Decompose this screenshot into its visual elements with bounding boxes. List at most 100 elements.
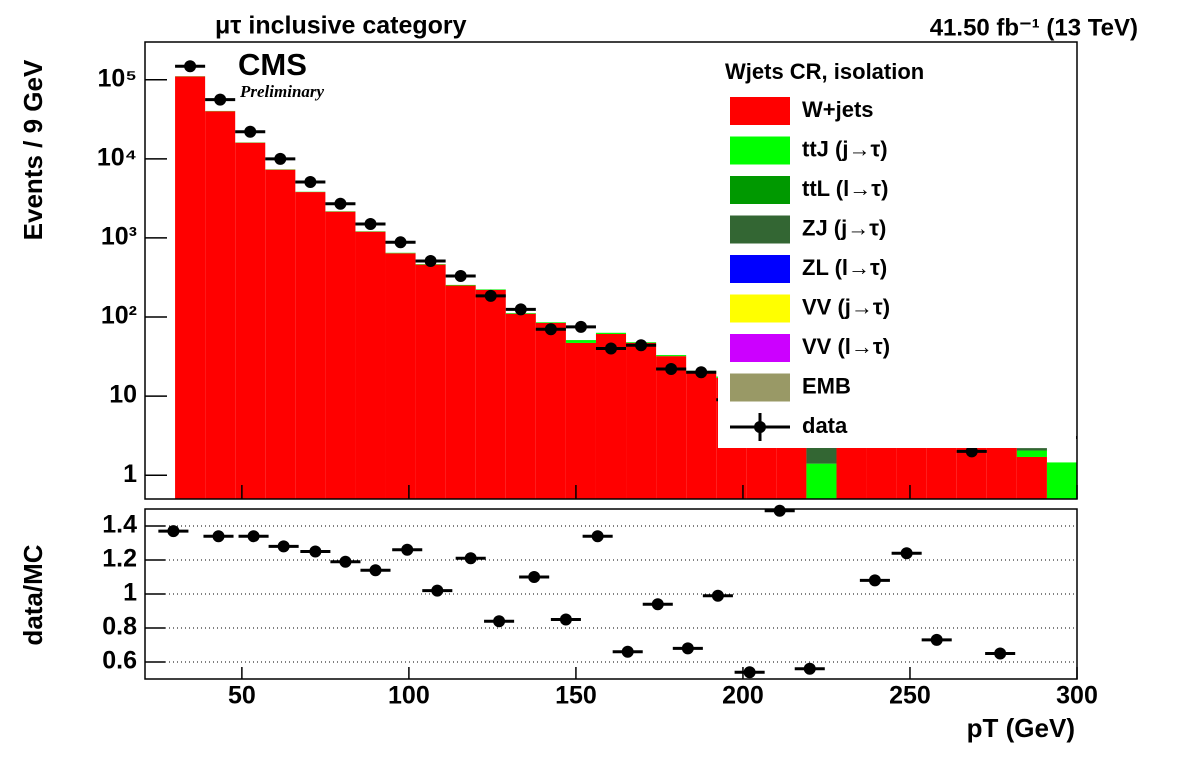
- histogram-segment: [595, 333, 627, 499]
- ratio-point: [401, 543, 414, 556]
- data-point: [184, 60, 197, 73]
- legend-swatch: [730, 373, 790, 402]
- x-tick-label: 200: [722, 682, 764, 710]
- ratio-point: [309, 545, 322, 558]
- legend-label: VV (l→τ): [802, 334, 890, 359]
- ratio-point: [621, 645, 634, 658]
- data-point: [605, 342, 617, 355]
- ratio-point: [493, 615, 506, 628]
- histogram-segment: [475, 289, 506, 499]
- ratio-point: [994, 647, 1007, 660]
- ratio-point: [431, 584, 444, 597]
- histogram-segment: [656, 355, 687, 357]
- ratio-point: [930, 633, 943, 646]
- ratio-point: [743, 666, 756, 679]
- ratio-point: [773, 504, 786, 517]
- ratio-point: [339, 555, 352, 568]
- histogram-segment: [175, 76, 206, 500]
- histogram-segment: [355, 231, 386, 499]
- legend-label: W+jets: [802, 97, 874, 122]
- legend-swatch: [730, 215, 790, 244]
- histogram-segment: [445, 285, 476, 499]
- histogram-segment: [595, 332, 627, 334]
- data-point: [454, 269, 467, 282]
- data-point: [695, 366, 708, 379]
- histogram-segment: [1016, 448, 1047, 451]
- data-point: [635, 339, 648, 352]
- legend-swatch: [730, 136, 790, 165]
- y-tick-label: 1: [123, 460, 137, 488]
- ratio-point: [651, 598, 664, 611]
- legend-swatch: [730, 334, 790, 362]
- legend-label: EMB: [802, 373, 851, 398]
- legend-swatch: [730, 255, 790, 283]
- data-point: [364, 217, 377, 230]
- x-tick-label: 250: [889, 682, 931, 710]
- histogram-segment: [235, 142, 266, 500]
- data-point: [394, 236, 407, 249]
- histogram-segment: [205, 111, 236, 499]
- histogram-segment: [415, 264, 446, 499]
- ratio-point: [212, 530, 225, 543]
- data-point: [334, 197, 347, 210]
- ratio-point: [803, 662, 816, 675]
- histogram-segment: [626, 342, 657, 499]
- data-point: [484, 289, 497, 302]
- histogram-segment: [1016, 456, 1047, 499]
- histogram-segment: [806, 463, 837, 499]
- ratio-point: [167, 525, 180, 538]
- y-tick-label: 10: [109, 381, 137, 409]
- ratio-point: [900, 547, 913, 560]
- ratio-point: [247, 530, 260, 543]
- histogram-segment: [295, 192, 326, 499]
- histogram-segment: [656, 356, 687, 499]
- y-tick-label: 0.8: [102, 613, 137, 641]
- y-tick-label: 10³: [101, 223, 137, 251]
- data-point: [665, 363, 678, 376]
- data-point: [965, 445, 978, 458]
- histogram-segment: [535, 322, 566, 323]
- legend-swatch: [730, 294, 790, 323]
- legend-title: Wjets CR, isolation: [725, 59, 924, 84]
- ratio-point: [277, 540, 290, 553]
- data-point: [214, 93, 227, 106]
- data-point: [244, 125, 257, 138]
- ratio-point: [369, 564, 382, 577]
- preliminary-label: Preliminary: [239, 82, 325, 101]
- data-point: [574, 320, 587, 333]
- legend-label: ZL (l→τ): [802, 255, 887, 280]
- ratio-y-label: data/MC: [18, 544, 48, 645]
- legend-swatch: [730, 176, 790, 204]
- histogram-segment: [1046, 462, 1077, 499]
- ratio-point: [528, 571, 541, 583]
- ratio-point: [464, 552, 477, 565]
- histogram-segment: [565, 340, 596, 343]
- histogram-segment: [325, 211, 356, 500]
- ratio-point: [591, 530, 604, 543]
- x-tick-label: 50: [228, 682, 256, 710]
- legend-label: VV (j→τ): [802, 294, 890, 319]
- legend-label: ZJ (j→τ): [802, 215, 886, 240]
- y-tick-label: 0.6: [102, 647, 137, 675]
- data-point: [274, 152, 287, 165]
- y-tick-label: 1.4: [102, 511, 137, 539]
- y-tick-label: 1: [123, 579, 137, 607]
- legend-label: data: [802, 413, 848, 438]
- data-point: [424, 255, 437, 268]
- legend-label: ttL (l→τ): [802, 176, 888, 201]
- x-tick-label: 300: [1056, 682, 1098, 710]
- y-axis-label: Events / 9 GeV: [18, 59, 48, 240]
- plot-frame: [144, 41, 1078, 500]
- data-point: [304, 175, 317, 188]
- y-tick-label: 10²: [101, 302, 137, 330]
- legend-marker: [754, 421, 766, 433]
- data-point: [544, 323, 557, 336]
- cms-label: CMS: [238, 47, 307, 82]
- ratio-point: [868, 574, 881, 587]
- legend-swatch: [730, 97, 790, 125]
- y-tick-label: 1.2: [102, 545, 137, 573]
- ratio-point: [681, 642, 694, 655]
- chart-title: μτ inclusive category: [215, 12, 467, 40]
- histogram-segment: [686, 372, 717, 499]
